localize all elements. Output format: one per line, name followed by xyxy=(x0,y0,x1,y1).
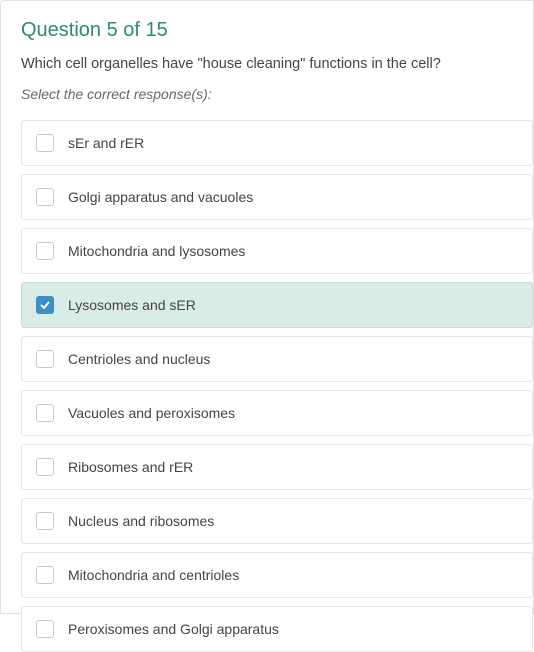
instruction-text: Select the correct response(s): xyxy=(21,86,533,102)
checkbox[interactable] xyxy=(36,188,54,206)
option-label: Lysosomes and sER xyxy=(68,297,196,313)
option-label: Nucleus and ribosomes xyxy=(68,513,214,529)
checkbox[interactable] xyxy=(36,350,54,368)
option-label: Centrioles and nucleus xyxy=(68,351,210,367)
option-item[interactable]: Peroxisomes and Golgi apparatus xyxy=(21,606,533,652)
option-label: Peroxisomes and Golgi apparatus xyxy=(68,621,279,637)
option-item[interactable]: Vacuoles and peroxisomes xyxy=(21,390,533,436)
option-item[interactable]: Mitochondria and centrioles xyxy=(21,552,533,598)
option-label: Ribosomes and rER xyxy=(68,459,193,475)
option-item[interactable]: Ribosomes and rER xyxy=(21,444,533,490)
options-list: sEr and rER Golgi apparatus and vacuoles M… xyxy=(21,120,533,652)
checkbox[interactable] xyxy=(36,296,54,314)
question-header: Question 5 of 15 xyxy=(21,19,533,42)
option-item[interactable]: sEr and rER xyxy=(21,120,533,166)
option-label: Mitochondria and lysosomes xyxy=(68,243,245,259)
checkbox[interactable] xyxy=(36,242,54,260)
option-label: Golgi apparatus and vacuoles xyxy=(68,189,253,205)
option-label: Vacuoles and peroxisomes xyxy=(68,405,235,421)
option-label: sEr and rER xyxy=(68,135,144,151)
checkmark-icon xyxy=(39,299,51,311)
question-text: Which cell organelles have "house cleani… xyxy=(21,56,533,72)
checkbox[interactable] xyxy=(36,512,54,530)
quiz-container: Question 5 of 15 Which cell organelles h… xyxy=(0,0,534,614)
option-label: Mitochondria and centrioles xyxy=(68,567,239,583)
option-item[interactable]: Centrioles and nucleus xyxy=(21,336,533,382)
checkbox[interactable] xyxy=(36,134,54,152)
checkbox[interactable] xyxy=(36,404,54,422)
checkbox[interactable] xyxy=(36,566,54,584)
option-item[interactable]: Lysosomes and sER xyxy=(21,282,533,328)
checkbox[interactable] xyxy=(36,620,54,638)
option-item[interactable]: Nucleus and ribosomes xyxy=(21,498,533,544)
checkbox[interactable] xyxy=(36,458,54,476)
option-item[interactable]: Golgi apparatus and vacuoles xyxy=(21,174,533,220)
option-item[interactable]: Mitochondria and lysosomes xyxy=(21,228,533,274)
